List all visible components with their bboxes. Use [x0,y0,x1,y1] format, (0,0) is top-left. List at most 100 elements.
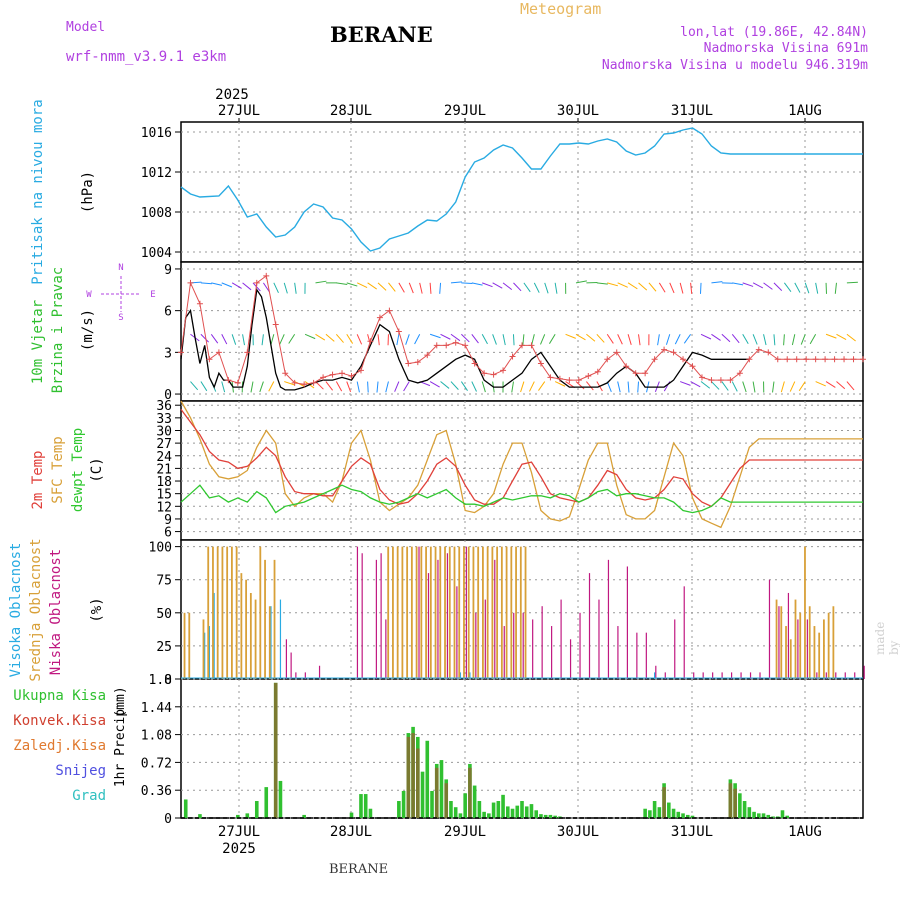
compass-e: E [150,290,155,300]
wind-arrow [815,282,819,294]
wind-arrow [288,334,296,344]
wind-gust-marker [414,359,421,366]
wind-gust-marker [339,370,346,377]
y-tick-label: 3 [164,346,172,361]
precip-convective-bar [411,733,415,818]
temp-ylabel-2: SFC Temp [50,436,66,503]
day-label-bottom: 28JUL [330,824,372,840]
precip-total-bar [671,808,676,818]
wind-gust-marker [424,352,431,359]
wind-arrow [398,282,405,293]
y-tick-label: 0.36 [141,784,172,799]
wind-arrow [325,381,334,391]
wind-arrow [450,281,462,284]
precip-total-bar [463,793,467,818]
wind-gust-marker [215,349,222,356]
wind-gust-marker [670,349,677,356]
wind-arrow [471,333,479,344]
wind-arrow [377,282,387,291]
wind-arrow [284,381,295,386]
y-tick-label: 1.8 [149,673,172,688]
wind-arrow [294,282,297,294]
day-label-bottom: 30JUL [557,824,599,840]
y-tick-label: 30 [156,424,172,439]
wind-arrow [429,282,432,294]
wind-ylabel-1: 10m Vjetar [30,300,46,384]
wind-arrow [554,282,558,294]
y-tick-label: 50 [156,607,172,622]
y-tick-label: 100 [149,541,172,556]
wind-arrow [502,282,513,290]
precip-total-bar [245,813,250,818]
wind-arrow [481,334,488,345]
footer-station: BERANE [329,862,389,877]
y-tick-label: 21 [156,462,172,477]
wind-arrow [315,333,326,341]
wind-arrow [575,333,586,341]
meteogram-label: Meteogram [520,0,602,18]
panel-frame-1 [180,261,864,402]
wind-arrow [533,282,540,293]
pressure-ylabel: Pritisak na nivou mora [30,99,46,284]
precip-total-bar [771,816,775,818]
wind-gust-marker [528,342,535,349]
wind-arrow [836,333,847,341]
wind-arrow [325,333,335,342]
wind-gust-marker [376,314,383,321]
wind-arrow [742,282,754,287]
y-tick-label: 0 [164,673,172,688]
wind-arrow [638,334,641,346]
wind-arrow [346,334,354,344]
wind-arrow [242,334,245,346]
wind-gust-marker [613,349,620,356]
wind-arrow [221,381,226,393]
wind-arrow [700,381,711,389]
precip-convective-bar [273,682,278,818]
wind-arrow [780,381,785,393]
precip-total-bar [363,794,368,818]
wind-arrow [711,381,720,390]
precip-total-bar [648,810,652,818]
wind-arrow [752,334,758,345]
y-tick-label: 0 [164,812,172,827]
lonlat-label: lon,lat (19.86E, 42.84N) [680,25,868,40]
wind-gust-marker [196,300,203,307]
day-label-bottom: 31JUL [671,824,713,840]
wind-arrow [529,381,535,392]
wind-gust-marker [519,342,525,349]
precip-total-bar [775,816,780,818]
wind-arrow [414,334,421,345]
wind-arrow [846,281,858,284]
wind-arrow [789,381,796,392]
y-tick-label: 33 [156,412,172,427]
wind-arrow [783,282,792,292]
wind-unit: (m/s) [80,309,96,351]
y-tick-label: 1008 [141,206,172,221]
wind-arrow [540,334,546,345]
wind-arrow [221,334,228,345]
wind-gust-marker [433,342,440,349]
wind-arrow [356,381,360,393]
wind-arrow [617,282,628,288]
wind-arrow [658,282,666,293]
cloud-unit: (%) [89,597,105,622]
wind-gust-marker [348,372,355,379]
wind-gust-marker [736,370,743,377]
y-tick-label: 1012 [141,166,172,181]
y-tick-label: 6 [164,305,172,320]
wind-arrow [385,381,389,393]
wind-gust-marker [708,377,715,384]
wind-arrow [794,282,801,293]
wind-arrow [575,280,587,284]
day-label-bottom: 29JUL [444,824,486,840]
wind-arrow [335,333,344,343]
wind-gust-marker [822,356,829,363]
wind-arrow [679,282,684,294]
wind-arrow [637,381,640,393]
y-tick-label: 1016 [141,126,172,141]
wind-arrow [396,334,400,346]
precip-legend-item: Konvek.Kisa [13,713,106,729]
wind-arrow [627,282,638,290]
wind-arrow [377,334,380,346]
wind-arrow [268,381,275,392]
